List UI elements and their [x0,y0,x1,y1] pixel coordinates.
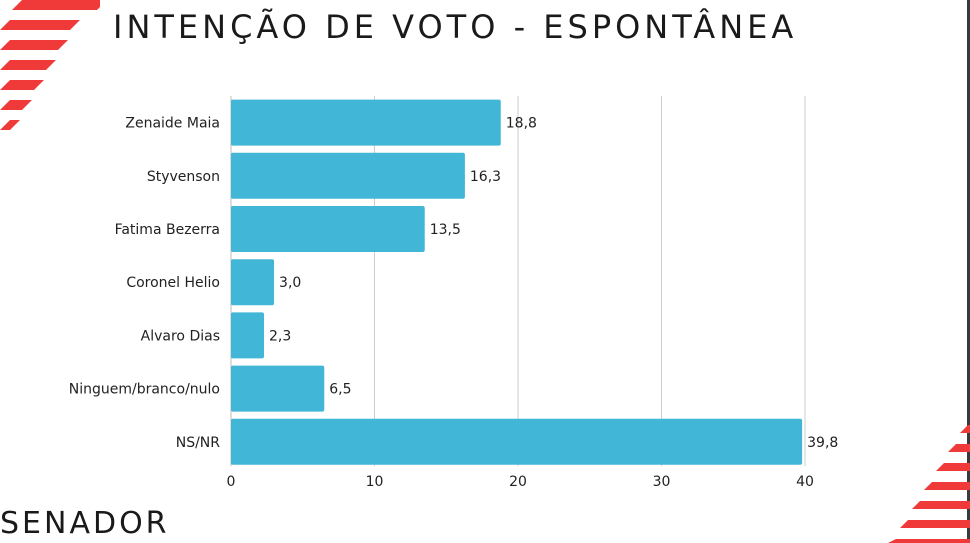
stripe [12,0,100,10]
bar [231,152,465,199]
stripe [960,425,970,433]
stripe [936,463,970,471]
bar [231,259,275,306]
footer-label: SENADOR [0,506,170,541]
top-left-stripes-decoration [0,0,100,130]
bottom-right-stripes-decoration [888,425,970,543]
bar-value-label: 2,3 [269,328,291,344]
bar [231,206,425,252]
bar-value-label: 6,5 [329,382,351,398]
x-tick-label: 0 [227,474,236,490]
stripe [0,20,80,30]
category-label: Alvaro Dias [141,328,220,344]
bar [231,312,265,359]
x-tick-label: 30 [653,474,671,490]
bar-value-label: 13,5 [430,222,461,238]
stripe [900,520,970,528]
category-label: Fatima Bezerra [115,222,220,238]
category-label: Styvenson [147,169,220,185]
x-tick-label: 40 [796,474,814,490]
stripe [0,60,56,70]
bar-value-label: 16,3 [470,169,501,185]
bar [231,99,501,146]
x-tick-label: 20 [509,474,527,490]
stripe [0,80,44,90]
page-title: INTENÇÃO DE VOTO - ESPONTÂNEA [113,8,798,46]
category-label: Zenaide Maia [125,116,220,132]
stripe [0,120,20,130]
stripe [0,100,32,110]
stripe [924,482,970,490]
x-tick-label: 10 [366,474,384,490]
right-edge-line [967,0,970,543]
bar-value-label: 39,8 [807,435,838,451]
bar [231,418,803,465]
bar-value-label: 18,8 [506,116,537,132]
stripe [0,40,68,50]
bar [231,365,325,412]
stripe [912,501,970,509]
category-label: Coronel Helio [126,275,220,291]
category-label: Ninguem/branco/nulo [69,382,220,398]
stripe [948,444,970,452]
stripe [888,539,970,543]
bar-value-label: 3,0 [279,275,301,291]
category-label: NS/NR [176,435,221,451]
